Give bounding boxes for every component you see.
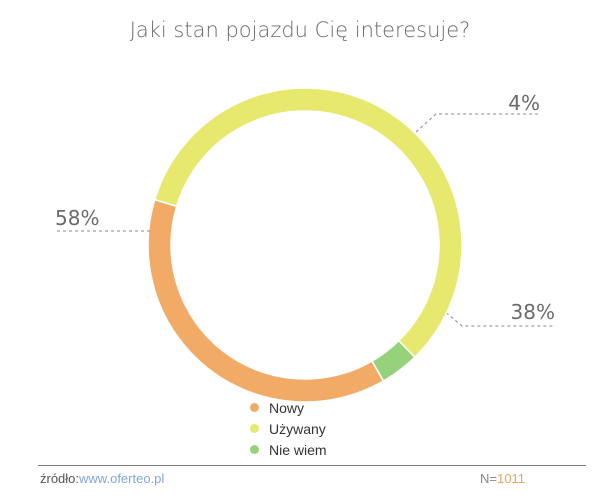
sample-size: N=1011 (480, 471, 525, 486)
chart-title: Jaki stan pojazdu Cię interesuje? (129, 18, 471, 42)
source-label: źródło: (40, 471, 80, 486)
donut-slice-nowy[interactable] (147, 198, 385, 403)
legend-swatch-nie-wiem (250, 445, 259, 454)
legend-label-nie-wiem: Nie wiem (269, 441, 327, 458)
data-label-używany: 58% (55, 206, 99, 230)
legend-label-uzywany: Używany (269, 420, 326, 437)
leader-line-nowy (436, 304, 555, 327)
legend-swatch-nowy (250, 403, 259, 412)
donut-slice-używany[interactable] (153, 87, 463, 359)
source-note: źródło:www.oferteo.pl (40, 471, 164, 486)
legend: Nowy Używany Nie wiem (250, 397, 327, 460)
data-label-nowy: 38% (511, 300, 555, 324)
legend-label-nowy: Nowy (269, 399, 305, 416)
data-label-nie-wiem: 4% (508, 91, 540, 115)
source-link[interactable]: www.oferteo.pl (79, 471, 165, 486)
legend-swatch-uzywany (250, 424, 259, 433)
legend-item-uzywany: Używany (250, 418, 327, 439)
leader-line-nie-wiem (415, 113, 540, 133)
legend-item-nie-wiem: Nie wiem (250, 439, 327, 460)
footer-divider (38, 465, 586, 466)
sample-size-value: 1011 (496, 471, 525, 486)
legend-item-nowy: Nowy (250, 397, 327, 418)
sample-size-label: N= (480, 471, 497, 486)
donut-slice-nie-wiem[interactable] (370, 339, 416, 382)
